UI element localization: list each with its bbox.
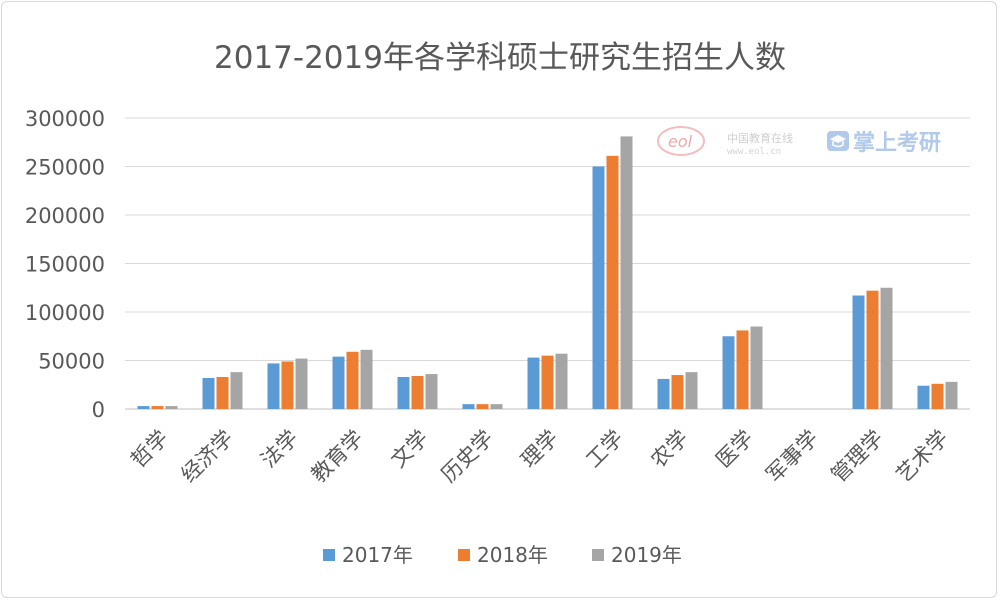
bar <box>931 383 944 409</box>
x-tick-label: 军事学 <box>762 426 824 488</box>
chart-title: 2017-2019年各学科硕士研究生招生人数 <box>214 40 786 76</box>
legend-label: 2017年 <box>342 543 413 567</box>
bar <box>620 136 633 409</box>
y-tick-label: 150000 <box>25 253 105 277</box>
bar <box>425 374 438 409</box>
bar <box>462 404 475 409</box>
bar <box>736 330 749 409</box>
x-tick-label: 法学 <box>256 426 303 473</box>
bar <box>267 363 280 409</box>
bar <box>202 377 215 409</box>
bar <box>151 406 164 409</box>
bar <box>165 406 178 409</box>
bar <box>671 375 684 409</box>
y-tick-label: 50000 <box>38 350 105 374</box>
y-tick-label: 100000 <box>25 301 105 325</box>
legend-swatch <box>592 549 604 561</box>
bar <box>360 349 373 409</box>
x-tick-label: 艺术学 <box>892 426 954 488</box>
bar <box>490 404 503 409</box>
bar <box>722 336 735 409</box>
bar <box>592 166 605 409</box>
x-tick-label: 文学 <box>386 426 433 473</box>
legend: 2017年 2018年 2019年 <box>323 543 682 567</box>
x-tick-label: 教育学 <box>307 426 369 488</box>
graduation-cap-icon <box>827 131 849 151</box>
x-tick-label: 管理学 <box>827 426 889 488</box>
watermark-site-url: www.eol.cn <box>727 147 781 157</box>
bar <box>555 353 568 409</box>
bar <box>281 361 294 409</box>
y-tick-label: 200000 <box>25 204 105 228</box>
legend-swatch <box>323 549 335 561</box>
x-tick-label: 历史学 <box>437 426 499 488</box>
bar <box>397 376 410 409</box>
legend-label: 2019年 <box>611 543 682 567</box>
legend-label: 2018年 <box>477 543 548 567</box>
gridlines <box>125 117 970 410</box>
eol-logo-icon: eol <box>657 126 705 156</box>
bar <box>852 295 865 409</box>
bar <box>945 381 958 409</box>
bar <box>866 290 879 409</box>
x-tick-label: 农学 <box>646 426 693 473</box>
watermark-brand: 掌上考研 <box>853 131 941 156</box>
bar <box>230 372 243 409</box>
bar <box>332 356 345 409</box>
bar <box>880 287 893 409</box>
x-axis-labels: 哲学 经济学 法学 教育学 文学 历史学 理学 工学 农学 医学 军事学 管理学 艺术学 <box>126 426 953 488</box>
y-tick-label: 300000 <box>25 107 105 131</box>
watermark-site-name: 中国教育在线 <box>727 131 793 145</box>
bar <box>917 385 930 409</box>
eol-logo-text: eol <box>668 132 693 151</box>
y-tick-label: 0 <box>92 398 105 422</box>
bar <box>476 404 489 409</box>
bar <box>685 372 698 409</box>
bar <box>541 355 554 409</box>
x-tick-label: 哲学 <box>126 426 173 473</box>
bar <box>346 351 359 409</box>
bar <box>137 406 150 409</box>
x-tick-label: 医学 <box>711 426 758 473</box>
bar <box>411 376 424 409</box>
y-axis-ticks: 0 50000 100000 150000 200000 250000 300000 <box>25 107 105 422</box>
x-tick-label: 工学 <box>581 426 628 473</box>
x-tick-label: 经济学 <box>177 426 239 488</box>
bar <box>216 376 229 409</box>
bars <box>137 136 958 409</box>
bar <box>295 358 308 409</box>
y-tick-label: 250000 <box>25 156 105 180</box>
x-tick-label: 理学 <box>516 426 563 473</box>
legend-swatch <box>458 549 470 561</box>
bar <box>750 326 763 409</box>
bar <box>527 357 540 409</box>
bar <box>657 378 670 409</box>
bar <box>606 155 619 409</box>
watermark: eol 中国教育在线 www.eol.cn 掌上考研 <box>657 126 941 157</box>
